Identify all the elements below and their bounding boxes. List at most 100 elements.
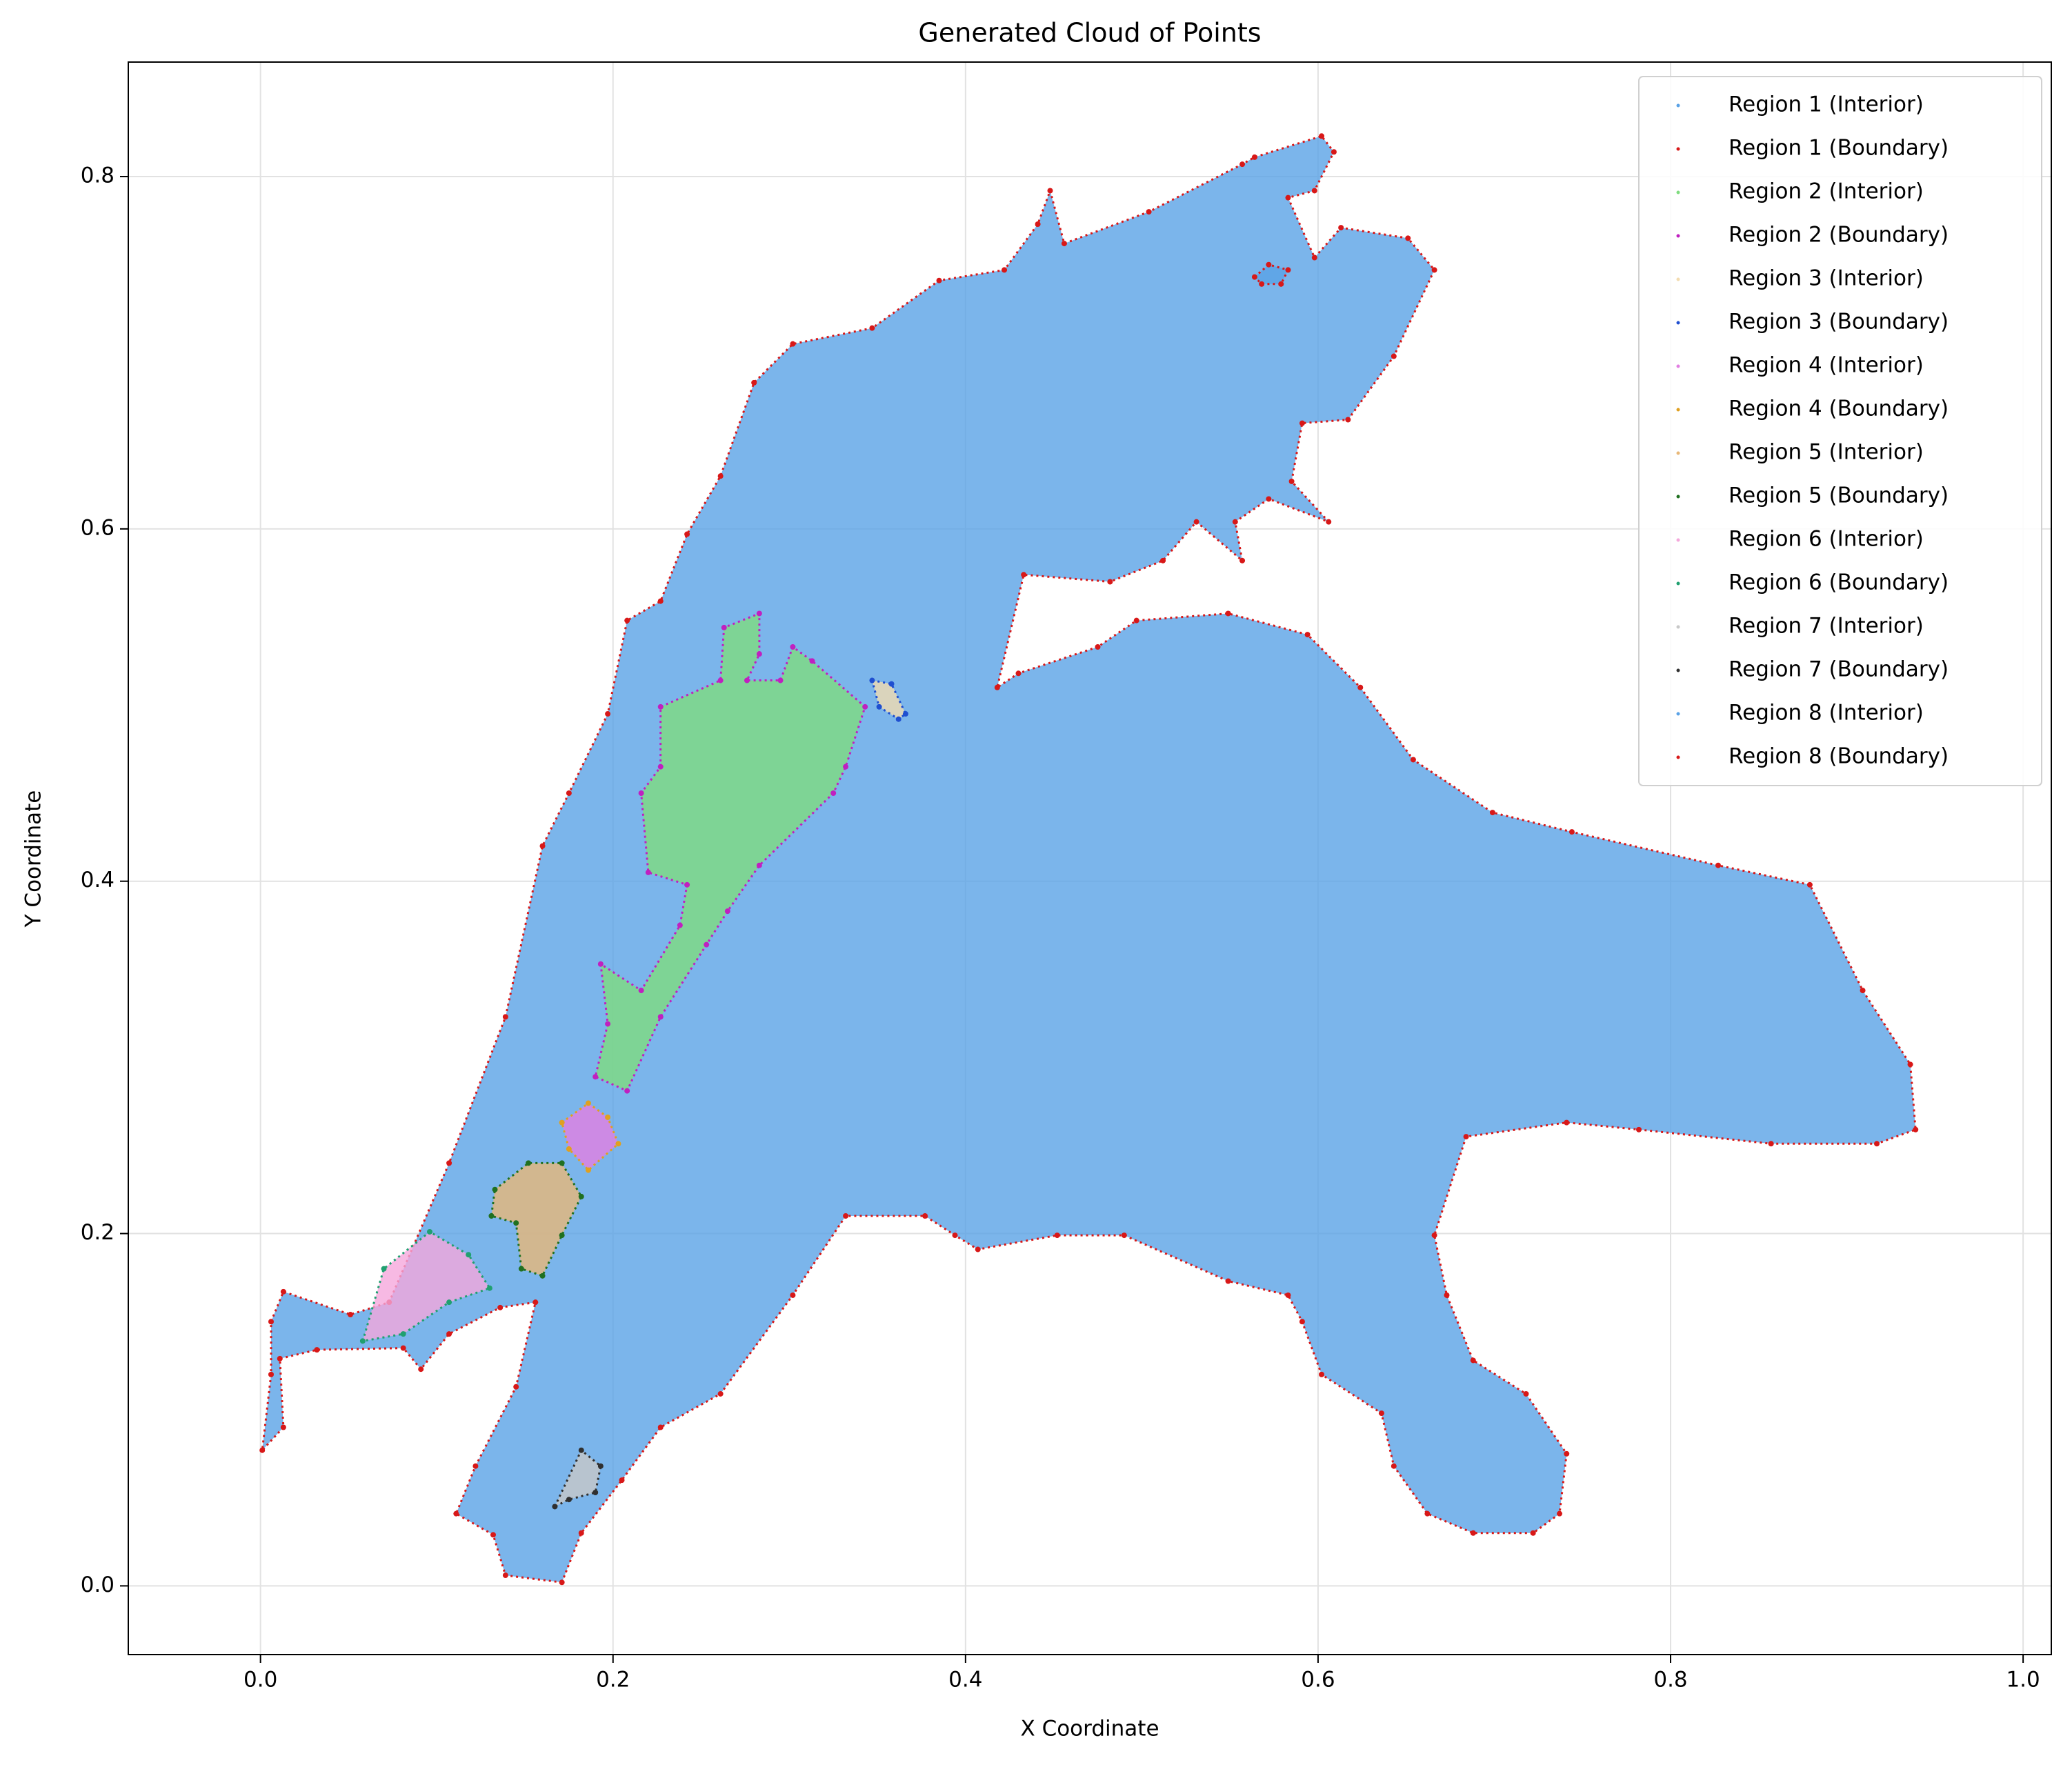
boundary-point [756, 862, 762, 868]
legend-label: Region 1 (Interior) [1729, 92, 1924, 117]
boundary-point [559, 1232, 565, 1239]
boundary-point [994, 684, 1000, 690]
boundary-point [1860, 988, 1866, 994]
boundary-point [1285, 267, 1291, 273]
boundary-point [1304, 632, 1311, 638]
boundary-point [1470, 1357, 1476, 1364]
boundary-point [1002, 267, 1008, 273]
boundary-point [1405, 235, 1411, 241]
boundary-point [1470, 1530, 1476, 1536]
boundary-point [592, 1490, 599, 1496]
legend-marker [1676, 625, 1680, 629]
boundary-point [1054, 1232, 1060, 1239]
boundary-point [1874, 1141, 1880, 1147]
boundary-point [809, 658, 815, 664]
boundary-point [268, 1319, 274, 1325]
legend-label: Region 2 (Interior) [1729, 179, 1924, 204]
boundary-point [777, 677, 784, 683]
boundary-point [1410, 757, 1416, 763]
boundary-point [605, 1114, 611, 1120]
legend-marker [1676, 103, 1680, 108]
legend-label: Region 5 (Boundary) [1729, 483, 1949, 508]
boundary-point [585, 1100, 591, 1106]
boundary-point [466, 1252, 472, 1258]
boundary-point [1021, 572, 1027, 578]
boundary-point [1357, 684, 1364, 690]
boundary-point [1133, 617, 1139, 623]
boundary-point [1391, 353, 1397, 359]
region [490, 1161, 583, 1277]
boundary-point [552, 1504, 558, 1510]
boundary-point [1636, 1126, 1642, 1132]
boundary-point [1225, 1278, 1231, 1284]
boundary-point [1288, 478, 1295, 484]
boundary-point [1523, 1390, 1529, 1397]
boundary-point [1193, 519, 1199, 525]
boundary-point [418, 1366, 424, 1372]
boundary-point [895, 716, 901, 722]
boundary-point [952, 1232, 958, 1239]
boundary-point [843, 1213, 849, 1219]
boundary-point [657, 598, 664, 604]
legend-label: Region 2 (Boundary) [1729, 223, 1949, 248]
boundary-point [497, 1304, 504, 1310]
legend-marker [1676, 321, 1680, 325]
boundary-point [1444, 1292, 1450, 1298]
boundary-point [280, 1288, 286, 1295]
boundary-point [1225, 610, 1231, 617]
boundary-point [597, 1463, 604, 1469]
x-tick-label: 0.0 [243, 1668, 277, 1693]
boundary-point [1061, 241, 1067, 247]
legend-label: Region 7 (Interior) [1729, 614, 1924, 639]
boundary-point [717, 473, 724, 479]
boundary-point [1311, 188, 1317, 194]
boundary-point [1564, 1450, 1570, 1457]
boundary-point [1391, 1463, 1397, 1469]
boundary-point [472, 1463, 479, 1469]
legend-marker [1676, 712, 1680, 716]
boundary-point [280, 1424, 286, 1430]
boundary-point [1568, 829, 1575, 835]
boundary-point [1285, 1292, 1291, 1298]
region [560, 1101, 620, 1172]
region [1253, 263, 1290, 286]
boundary-point [314, 1347, 320, 1353]
boundary-point [1251, 154, 1257, 160]
boundary-point [539, 1272, 546, 1279]
boundary-point [446, 1331, 452, 1337]
legend-marker [1676, 234, 1680, 238]
legend-label: Region 5 (Interior) [1729, 440, 1924, 465]
boundary-point [1913, 1126, 1919, 1132]
legend-label: Region 8 (Boundary) [1729, 744, 1949, 769]
boundary-point [539, 843, 546, 849]
boundary-point [717, 677, 724, 683]
boundary-point [704, 941, 710, 948]
boundary-point [724, 908, 730, 915]
boundary-point [605, 1021, 611, 1027]
legend-marker [1676, 147, 1680, 151]
boundary-point [869, 325, 875, 331]
y-tick-label: 0.0 [81, 1573, 114, 1597]
boundary-point [1319, 1371, 1325, 1377]
boundary-point [1266, 496, 1272, 502]
boundary-point [566, 1146, 572, 1152]
boundary-point [1557, 1510, 1563, 1517]
boundary-point [869, 677, 875, 683]
legend-marker [1676, 581, 1680, 586]
x-tick-label: 0.2 [596, 1668, 630, 1693]
x-tick-label: 0.4 [948, 1668, 982, 1693]
boundary-point [657, 1424, 664, 1430]
boundary-point [638, 790, 644, 796]
x-tick-label: 1.0 [2006, 1668, 2040, 1693]
boundary-point [1160, 557, 1166, 563]
y-tick-label: 0.4 [81, 868, 114, 892]
boundary-point [486, 1285, 492, 1291]
legend-label: Region 6 (Interior) [1729, 527, 1924, 552]
boundary-point [513, 1384, 519, 1390]
boundary-point [830, 790, 837, 796]
boundary-point [1299, 420, 1305, 426]
boundary-point [597, 961, 604, 967]
boundary-point [1319, 133, 1325, 139]
